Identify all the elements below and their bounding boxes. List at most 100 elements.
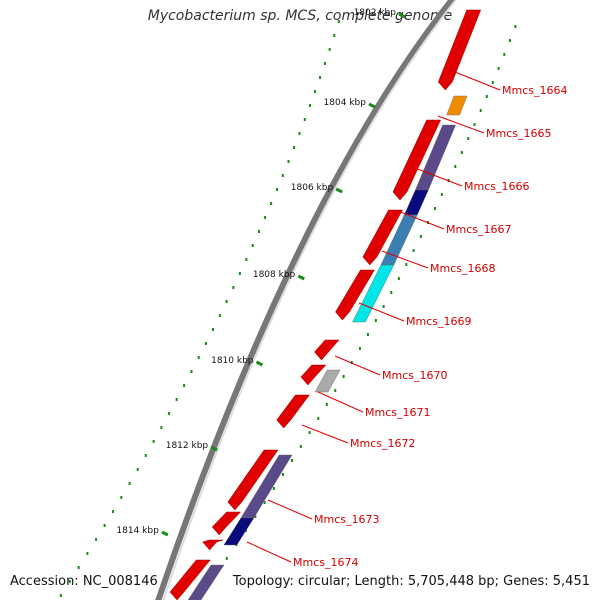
- gc-dot: [152, 440, 155, 443]
- accession-text: Accession: NC_008146: [10, 574, 158, 589]
- ruler-label: 1804 kbp: [324, 98, 367, 108]
- cds-arrow-forward: [362, 209, 403, 266]
- cds-arrow-forward: [227, 449, 279, 511]
- cds-block-reverse: [446, 95, 468, 116]
- cds-arrow-forward: [392, 119, 442, 201]
- gc-dot: [485, 95, 488, 98]
- gc-dot: [382, 305, 385, 308]
- gc-dot: [309, 104, 312, 107]
- genome-backbone: [155, 0, 456, 600]
- label-leader-line: [381, 250, 429, 269]
- gc-dot: [314, 90, 317, 93]
- gc-dot: [144, 454, 147, 457]
- ruler-ticks: 1802 kbp 1804 kbp 1806 kbp 1808 kbp 1810 kbp…: [116, 8, 406, 537]
- gc-dot: [254, 515, 257, 518]
- label-leader-line: [437, 115, 485, 134]
- gc-dot: [412, 249, 415, 252]
- gc-dot: [120, 496, 123, 499]
- gc-dot: [160, 426, 163, 429]
- gc-dot: [197, 356, 200, 359]
- cds-block-reverse: [403, 189, 429, 216]
- cds-arrow-forward: [211, 511, 242, 536]
- ruler-tick: [398, 12, 406, 19]
- gc-dot: [323, 62, 326, 65]
- gc-dot: [303, 118, 306, 121]
- gc-dot: [86, 552, 89, 555]
- gc-dot: [68, 580, 71, 583]
- gene-label: Mmcs_1674: [293, 556, 358, 569]
- gc-dot: [287, 160, 290, 163]
- cds-arrow-forward: [300, 364, 327, 386]
- gc-dot: [390, 291, 393, 294]
- gc-dot: [299, 445, 302, 448]
- cds-block-reverse: [223, 517, 255, 546]
- gc-dot: [319, 76, 322, 79]
- gc-dot: [440, 193, 443, 196]
- gc-dot: [204, 342, 207, 345]
- gc-dot: [467, 137, 470, 140]
- ruler-label: 1810 kbp: [211, 356, 254, 366]
- label-leader-line: [301, 424, 349, 444]
- gc-dot: [325, 403, 328, 406]
- gene-label: Mmcs_1667: [446, 223, 511, 236]
- gc-dot: [168, 412, 171, 415]
- cds-arrow-forward: [276, 394, 310, 429]
- gc-dot: [225, 300, 228, 303]
- gc-dot: [257, 230, 260, 233]
- ruler-label: 1802 kbp: [354, 8, 397, 18]
- genome-summary-text: Topology: circular; Length: 5,705,448 bp…: [232, 574, 590, 589]
- cds-forward-strand: [169, 9, 482, 600]
- gc-dot: [334, 389, 337, 392]
- gc-dot: [454, 165, 457, 168]
- gc-dot: [272, 487, 275, 490]
- gc-dot: [503, 53, 506, 56]
- gc-dot: [128, 482, 131, 485]
- cds-reverse-strand: [187, 95, 468, 600]
- gc-dot: [479, 109, 482, 112]
- gene-label: Mmcs_1670: [382, 369, 447, 382]
- gc-dot: [103, 524, 106, 527]
- ruler-tick: [255, 360, 264, 367]
- gc-dot: [183, 384, 186, 387]
- gc-dot: [112, 510, 115, 513]
- gc-dot: [405, 263, 408, 266]
- gc-dot: [218, 314, 221, 317]
- cds-arrow-forward: [335, 269, 375, 321]
- gc-dot: [397, 277, 400, 280]
- gene-label: Mmcs_1673: [314, 513, 379, 526]
- gene-label: Mmcs_1671: [365, 406, 430, 419]
- gc-dot: [293, 146, 296, 149]
- ruler-label: 1806 kbp: [291, 183, 334, 193]
- ruler-label: 1812 kbp: [166, 441, 209, 451]
- gc-dot: [232, 286, 235, 289]
- label-leader-line: [267, 499, 313, 520]
- gene-label: Mmcs_1672: [350, 437, 415, 450]
- ruler-label: 1814 kbp: [116, 526, 159, 536]
- gene-label: Mmcs_1666: [464, 180, 529, 193]
- ruler-label: 1808 kbp: [253, 270, 296, 280]
- gc-dot: [190, 370, 193, 373]
- gene-label: Mmcs_1668: [430, 262, 495, 275]
- cds-block-reverse: [187, 564, 225, 600]
- label-leader-line: [397, 210, 445, 230]
- gc-dot: [245, 258, 248, 261]
- label-leader-line: [334, 355, 381, 376]
- gc-dot: [366, 333, 369, 336]
- genome-backbone-highlight: [162, 0, 458, 600]
- ruler-tick: [335, 187, 343, 194]
- gc-dot: [333, 34, 336, 37]
- gc-dot: [263, 501, 266, 504]
- gc-dot: [358, 347, 361, 350]
- cds-block-reverse: [314, 369, 341, 393]
- label-leader-line: [414, 167, 463, 187]
- map-title: Mycobacterium sp. MCS, complete genome: [147, 8, 453, 24]
- gc-dot: [350, 361, 353, 364]
- ruler-tick: [161, 530, 169, 537]
- gc-dot: [433, 207, 436, 210]
- gc-dot: [77, 566, 80, 569]
- gc-dot: [317, 417, 320, 420]
- gene-label: Mmcs_1669: [406, 315, 471, 328]
- gc-dot: [175, 398, 178, 401]
- gc-dot: [276, 188, 279, 191]
